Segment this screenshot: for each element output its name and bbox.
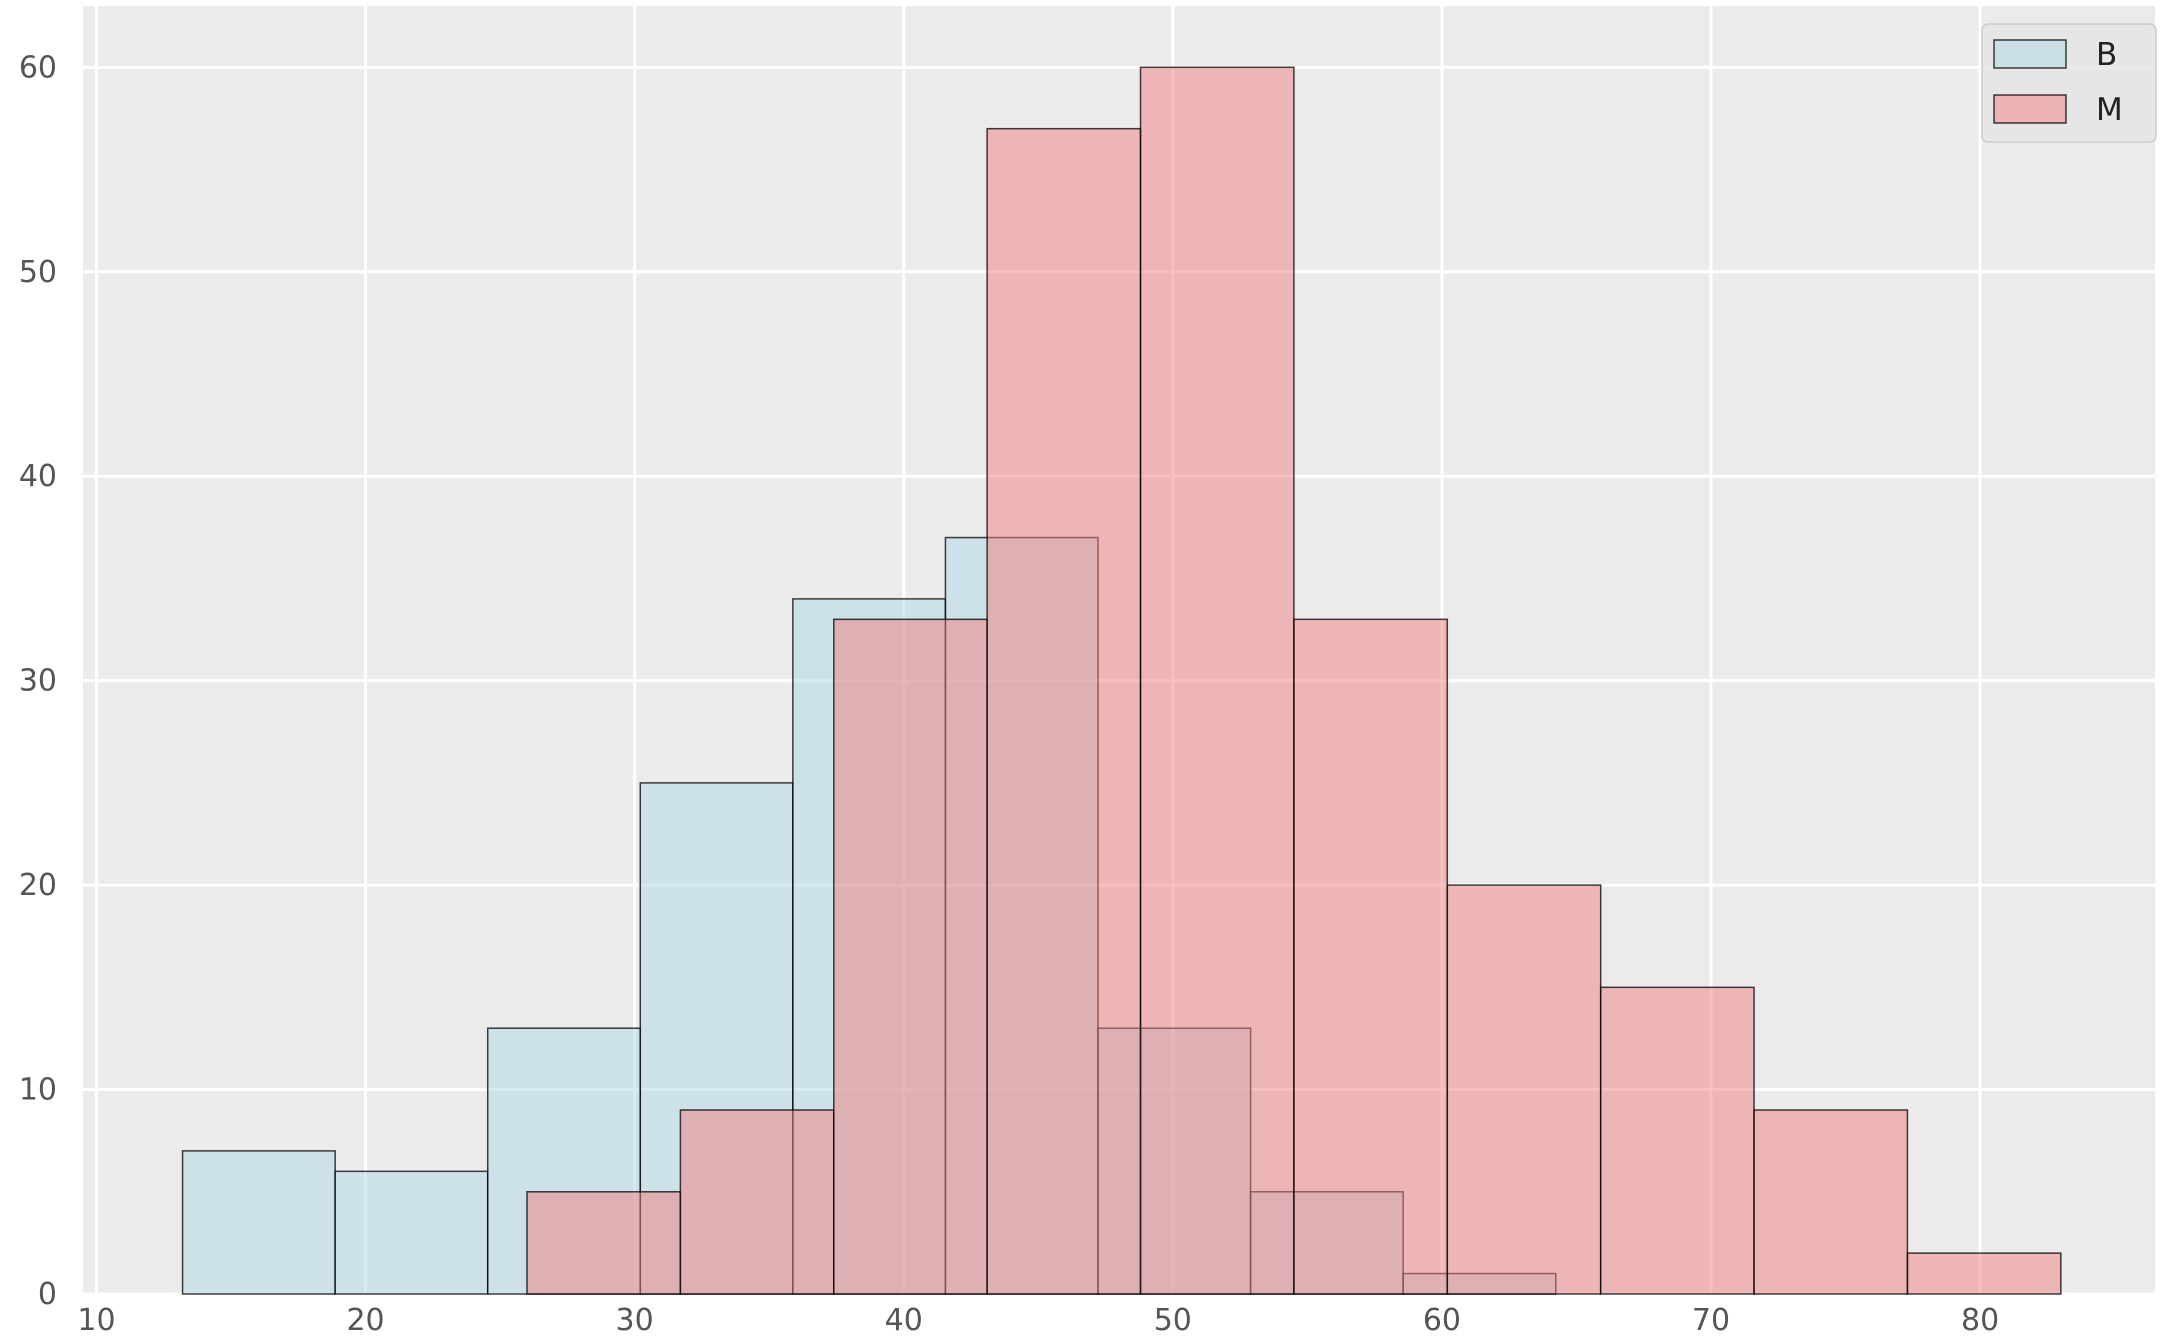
- x-tick-label: 10: [77, 1303, 115, 1338]
- legend-swatch-m: [1993, 94, 2067, 124]
- x-tick-label: 60: [1423, 1303, 1461, 1338]
- bar-m: [986, 127, 1142, 1295]
- legend-label-m: M: [2096, 92, 2123, 128]
- legend-label-b: B: [2096, 37, 2117, 73]
- bar-m: [526, 1191, 682, 1295]
- legend: BM: [1981, 23, 2157, 143]
- x-tick-label: 50: [1154, 1303, 1192, 1338]
- bar-m: [833, 618, 988, 1295]
- y-tick-label: 0: [38, 1277, 57, 1312]
- x-tick-label: 40: [885, 1303, 923, 1338]
- y-tick-label: 30: [19, 664, 57, 699]
- bars-layer: [181, 66, 2062, 1295]
- y-tick-label: 60: [19, 50, 57, 85]
- y-tick-label: 20: [19, 868, 57, 903]
- bar-m: [1446, 884, 1602, 1295]
- x-tick-label: 70: [1692, 1303, 1730, 1338]
- y-tick-label: 40: [19, 459, 57, 494]
- y-axis-ticks: 0 10 20 30 40 50 60: [19, 50, 57, 1312]
- x-tick-label: 30: [616, 1303, 654, 1338]
- x-axis-ticks: 10 20 30 40 50 60 70 80: [77, 1303, 1999, 1338]
- bar-m: [1753, 1109, 1909, 1295]
- x-tick-label: 20: [346, 1303, 384, 1338]
- bar-b: [334, 1170, 489, 1295]
- bar-m: [1139, 66, 1295, 1295]
- bar-b: [181, 1150, 336, 1295]
- legend-swatch-b: [1993, 39, 2067, 69]
- bar-m: [679, 1109, 835, 1295]
- bar-m: [1293, 618, 1449, 1295]
- y-tick-label: 50: [19, 255, 57, 290]
- bar-m: [1599, 986, 1755, 1295]
- y-tick-label: 10: [19, 1073, 57, 1108]
- bar-m: [1906, 1252, 2062, 1295]
- x-tick-label: 80: [1961, 1303, 1999, 1338]
